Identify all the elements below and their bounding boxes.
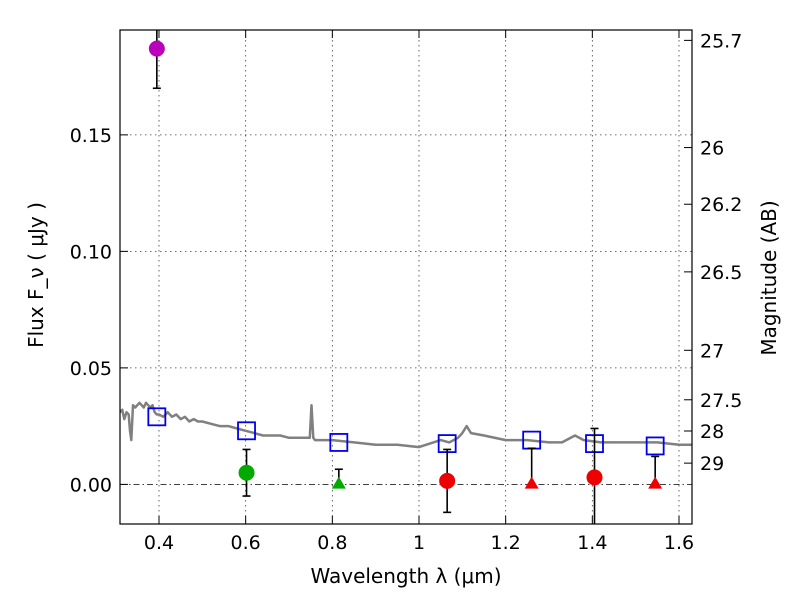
y2-tick-label: 27: [700, 340, 724, 362]
model-photometry-square: [147, 407, 167, 427]
x-tick-label: 0.4: [144, 532, 174, 554]
x-tick-label: 1: [413, 532, 425, 554]
x-tick-label: 1.6: [664, 532, 694, 554]
y2-tick-label: 26.5: [700, 262, 742, 284]
upper-limit-triangle: [331, 476, 346, 489]
y2-tick-label: 29: [700, 453, 724, 475]
model-spectrum-line: [120, 401, 692, 449]
y2-tick-label: 28: [700, 421, 724, 443]
x-axis-ticks: 0.4 0.6 0.8 1 1.2 1.4 1.6: [144, 30, 694, 554]
y2-tick-label: 27.5: [700, 390, 742, 412]
y2-tick-label: 25.7: [700, 30, 742, 52]
x-tick-label: 0.6: [231, 532, 261, 554]
y2-tick-label: 26: [700, 138, 724, 160]
model-photometry-square: [645, 436, 665, 456]
model-photometry-square: [329, 433, 349, 452]
observed-point: [148, 40, 165, 57]
x-tick-label: 1.4: [577, 532, 607, 554]
observed-point: [439, 472, 456, 489]
observed-point: [238, 464, 255, 481]
model-photometry-square: [237, 421, 256, 441]
y-axis-title: Flux F_ν ( μJy ): [24, 202, 48, 348]
y-tick-label: 0.05: [70, 358, 112, 380]
y2-axis-title: Magnitude (AB): [757, 200, 781, 355]
y-axis-ticks: 0.00 0.05 0.10 0.15: [70, 125, 128, 496]
observed-point: [586, 469, 603, 486]
x-tick-label: 1.2: [491, 532, 521, 554]
upper-limit-triangle: [524, 476, 539, 489]
x-tick-label: 0.8: [317, 532, 347, 554]
plot-area: [120, 30, 692, 524]
y2-axis-ticks: 25.7 26 26.2 26.5 27 27.5 28 29: [684, 30, 742, 475]
x-axis-title: Wavelength λ (μm): [310, 564, 501, 588]
upper-limit-triangle: [648, 476, 663, 489]
plot-frame: [119, 29, 693, 525]
y2-tick-label: 26.2: [700, 194, 742, 216]
y-tick-label: 0.10: [70, 241, 112, 263]
grid-lines: [120, 30, 692, 524]
y-tick-label: 0.15: [70, 125, 112, 147]
y-tick-label: 0.00: [70, 474, 112, 496]
